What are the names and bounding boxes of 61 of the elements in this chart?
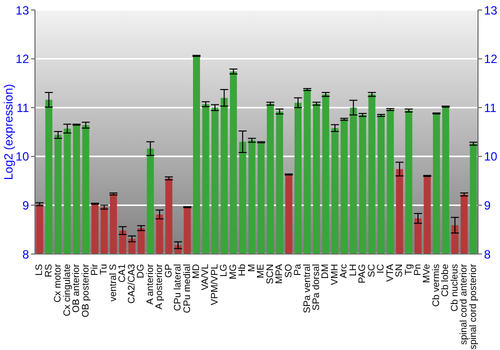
- x-tick-label: RS: [43, 264, 54, 278]
- x-tick-label: A anterior: [144, 264, 156, 305]
- x-tick-label: CA2/CA3: [126, 264, 138, 304]
- y2-tick-label: 12: [484, 52, 498, 66]
- x-tick-label: Tu: [98, 264, 110, 275]
- x-tick-label: IC: [376, 264, 387, 274]
- x-tick-label: SN: [394, 264, 406, 278]
- x-tick-label: Pa: [292, 263, 304, 276]
- y-tick-label: 9: [22, 198, 30, 212]
- x-tick-label: M: [246, 264, 258, 272]
- x-tick-label: LH: [348, 264, 359, 276]
- y-tick-label: 12: [16, 52, 30, 66]
- x-tick-label: DM: [320, 264, 332, 279]
- y-tick-label: 8: [22, 247, 30, 262]
- x-tick-label: VTA: [384, 263, 396, 282]
- x-tick-label: CPu lateral: [172, 264, 184, 311]
- y-tick-label: 10: [16, 150, 30, 164]
- y2-tick-label: 8: [484, 247, 491, 262]
- x-tick-label: SCN: [264, 264, 276, 284]
- x-tick-label: A posterior: [154, 264, 166, 310]
- x-tick-label: Pn: [412, 264, 424, 276]
- x-tick-label: MPA: [274, 263, 286, 284]
- x-tick-label: Arc: [338, 264, 350, 278]
- x-tick-label: SPa ventral: [302, 264, 313, 314]
- x-tick-label: Pir: [89, 264, 100, 276]
- x-tick-label: LG: [218, 264, 230, 277]
- x-tick-label: Hb: [237, 264, 248, 276]
- y-tick-label: 11: [16, 100, 30, 115]
- y2-tick-label: 11: [484, 100, 497, 115]
- x-tick-label: VA/VL: [200, 264, 212, 290]
- y2-tick-label: 9: [484, 198, 491, 212]
- x-tick-label: OB anterior: [71, 264, 82, 313]
- y-axis-title: Log2 (expression): [1, 84, 16, 180]
- x-tick-label: CPu medial: [182, 264, 193, 314]
- x-tick-label: spinal cord posterior: [468, 264, 479, 350]
- x-tick-label: Cx motor: [52, 264, 64, 303]
- x-tick-label: CA1: [117, 264, 128, 282]
- x-tick-label: spinal cord anterior: [458, 264, 470, 345]
- x-tick-label: Cx cingulate: [62, 264, 73, 316]
- x-tick-label: Cb nucleus: [449, 264, 460, 312]
- x-tick-label: MD: [191, 264, 202, 279]
- x-tick-label: Cb vermis: [430, 264, 442, 307]
- x-tick-label: ventral S: [108, 264, 119, 302]
- x-tick-label: Cb lobe: [440, 264, 452, 297]
- x-tick-label: SC: [366, 264, 378, 278]
- x-tick-label: DG: [136, 264, 147, 278]
- x-tick-label: ME: [256, 264, 267, 278]
- x-tick-label: OB posterior: [80, 264, 92, 318]
- x-tick-label: Tg: [403, 264, 414, 276]
- x-tick-label: MG: [228, 264, 239, 280]
- x-tick-label: SPa dorsal: [310, 264, 322, 310]
- x-tick-label: VPM/VPL: [209, 264, 220, 306]
- x-tick-label: SO: [283, 264, 294, 278]
- x-tick-label: GP: [163, 264, 174, 278]
- x-tick-label: PAG: [357, 264, 368, 284]
- y2-tick-label: 13: [484, 3, 498, 18]
- y2-tick-label: 10: [484, 150, 498, 164]
- x-tick-label: LS: [34, 264, 46, 276]
- y-tick-label: 13: [16, 3, 30, 18]
- x-tick-label: VMH: [329, 264, 340, 286]
- x-tick-label: MVe: [422, 264, 433, 284]
